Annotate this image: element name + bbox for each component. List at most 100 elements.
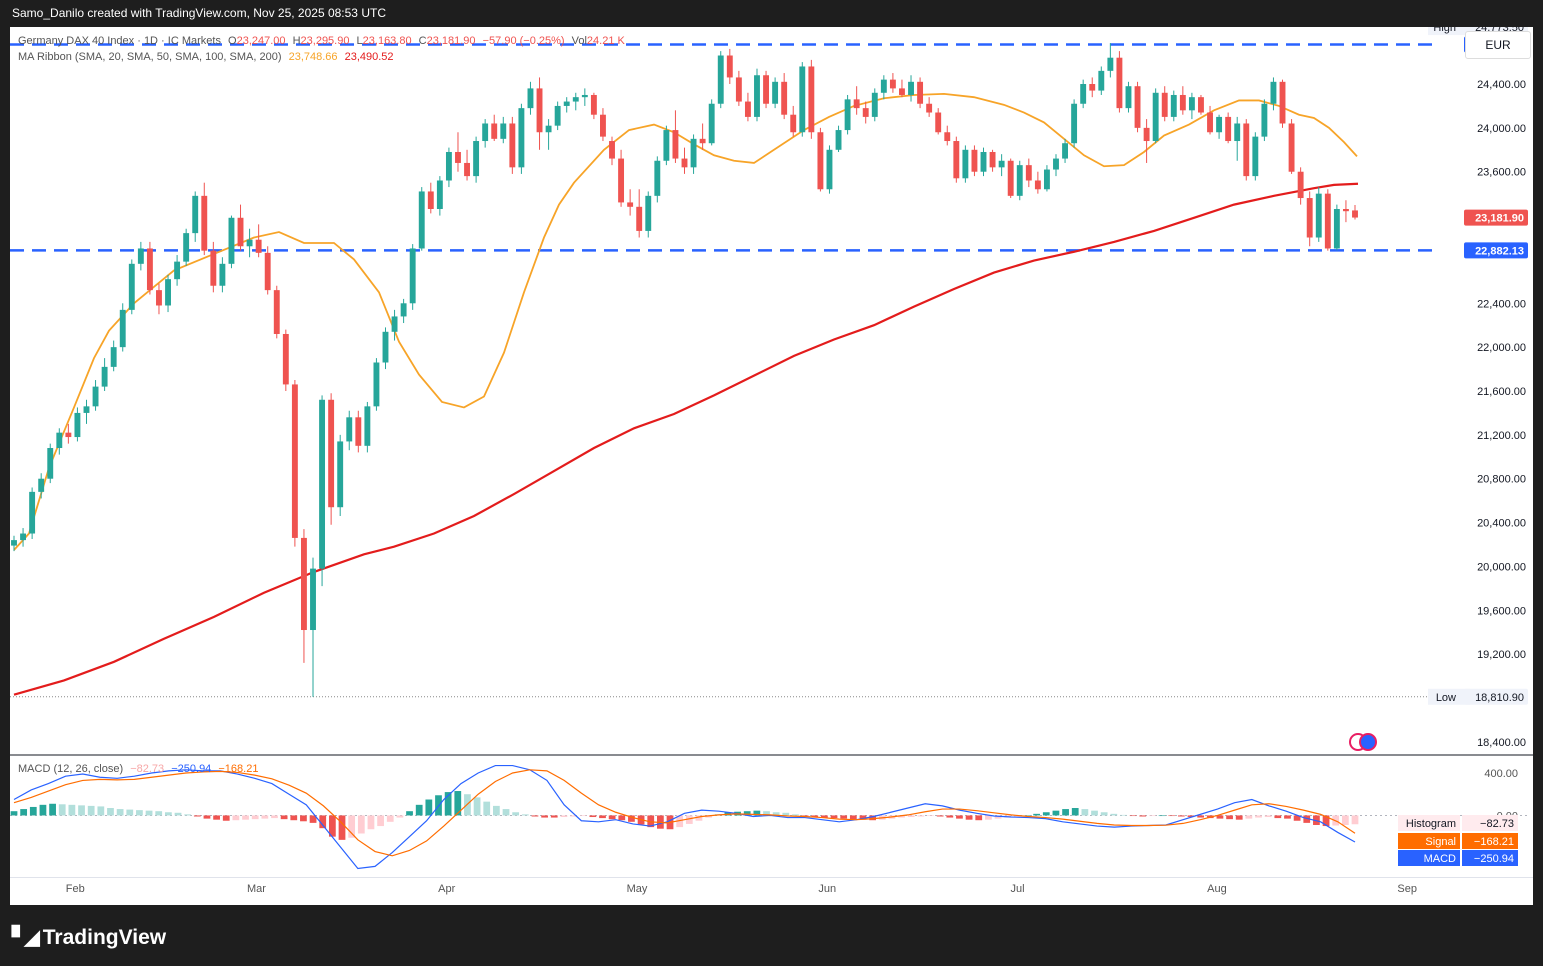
candle-body <box>1089 84 1096 91</box>
macd-histogram-bar <box>811 815 819 818</box>
candle-body <box>645 195 652 231</box>
candle-body <box>1098 70 1105 91</box>
candle-body <box>219 263 226 286</box>
candle-body <box>455 151 461 163</box>
candle-body <box>518 108 525 168</box>
candle-body <box>400 303 407 317</box>
candle-body <box>1324 193 1331 249</box>
candle-body <box>192 195 199 234</box>
symbol-title: Germany DAX 40 Index · 1D · IC Markets <box>18 35 221 47</box>
candle-body <box>128 263 135 310</box>
macd-histogram-bar <box>49 803 56 816</box>
macd-histogram-bar <box>473 797 481 816</box>
candle-body <box>1270 81 1277 104</box>
candle-body <box>953 141 960 179</box>
macd-histogram-bar <box>1226 815 1233 820</box>
candle-body <box>255 239 262 253</box>
y-axis-tick-label: 21,600.00 <box>1477 386 1526 398</box>
price-chart[interactable]: 24,400.00 24,000.00 23,600.00 22,400.00 22,0… <box>10 27 1533 905</box>
macd-histogram-bar <box>367 815 375 830</box>
macd-histogram-bar <box>830 815 838 819</box>
candle-body <box>1352 210 1358 218</box>
candle-body <box>899 88 905 95</box>
candle-body <box>726 55 733 78</box>
candle-body <box>1243 123 1250 177</box>
candle-body <box>74 412 81 438</box>
candle-body <box>1297 171 1304 199</box>
candle-body <box>636 206 643 231</box>
macd-histogram-bar <box>1120 814 1127 816</box>
tradingview-logo: ▘◢ TradingView <box>12 925 166 950</box>
candle-body <box>1315 193 1322 238</box>
macd-histogram-bar <box>1023 815 1031 817</box>
histogram-tag-value-bg <box>1462 815 1518 831</box>
candle-body <box>373 362 380 407</box>
macd-histogram-bar <box>1033 813 1041 816</box>
y-axis-tick-label: 19,200.00 <box>1477 649 1526 661</box>
candle-body <box>1261 103 1268 137</box>
macd-histogram-bar <box>425 799 433 816</box>
candle-body <box>853 99 860 109</box>
candle-body <box>1306 198 1313 238</box>
macd-histogram-bar <box>319 815 327 829</box>
candle-body <box>708 103 715 144</box>
macd-histogram-bar <box>512 812 520 816</box>
candle-body <box>1207 112 1213 133</box>
x-axis-month-label: Sep <box>1397 883 1417 895</box>
candle-body <box>328 399 335 508</box>
macd-histogram-bar <box>483 801 491 816</box>
low-label: L <box>356 35 363 47</box>
macd-histogram-bar <box>927 815 934 817</box>
candle-body <box>273 290 280 334</box>
ma-ribbon-label: MA Ribbon (SMA, 20, SMA, 50, SMA, 100, S… <box>18 51 282 63</box>
candle-body <box>491 123 498 139</box>
histogram-tag-label-bg <box>1398 815 1460 831</box>
candle-body <box>291 384 298 538</box>
candle-body <box>29 491 36 534</box>
macd-histogram-bar <box>570 815 577 817</box>
macd-histogram-bar <box>1322 815 1330 827</box>
event-icon <box>1359 733 1377 751</box>
candle-body <box>436 180 443 209</box>
macd-histogram-bar <box>415 804 423 816</box>
macd-histogram-bar <box>1177 815 1185 817</box>
macd-histogram-bar <box>917 815 925 817</box>
y-axis-tick-label: 20,800.00 <box>1477 474 1526 486</box>
candle-body <box>1025 165 1032 181</box>
candle-body <box>500 123 507 139</box>
candle-body <box>337 441 344 508</box>
candle-body <box>1161 92 1168 117</box>
candle-body <box>772 81 779 104</box>
chart-panel[interactable]: 24,400.00 24,000.00 23,600.00 22,400.00 22,0… <box>10 27 1533 905</box>
macd-histogram-bar <box>801 815 809 817</box>
candle-body <box>1216 116 1223 133</box>
macd-histogram-bar <box>705 815 712 818</box>
candle-body <box>545 125 552 133</box>
candle-body <box>944 132 951 142</box>
high-label: H <box>292 35 301 47</box>
macd-histogram-bar <box>338 815 346 840</box>
macd-histogram-bar <box>377 815 384 827</box>
high-marker-label-bg <box>1428 27 1470 36</box>
high-marker-label: High <box>1433 27 1456 34</box>
signal-tag-label: Signal <box>1425 836 1456 848</box>
macd-tag-label-bg <box>1398 850 1460 866</box>
candle-body <box>47 448 54 479</box>
macd-histogram-bar <box>39 804 47 816</box>
macd-histogram-bar <box>521 814 529 816</box>
high-marker-value: 24,773.50 <box>1475 27 1524 34</box>
candle-body <box>391 316 398 332</box>
candle-body <box>654 160 661 196</box>
candle-body <box>1043 169 1050 190</box>
macd-histogram-bar <box>676 815 684 828</box>
macd-histogram-bar <box>1284 815 1291 819</box>
candle-body <box>1071 103 1078 144</box>
macd-histogram-bar <box>155 811 163 816</box>
macd-tag-value-bg <box>1462 850 1518 866</box>
candle-body <box>935 112 942 133</box>
sma200-line <box>13 182 1359 696</box>
symbol-legend: Germany DAX 40 Index · 1D · IC Markets O… <box>18 35 625 47</box>
currency-button[interactable]: EUR <box>1465 31 1531 59</box>
candle-body <box>228 217 235 264</box>
candle-body <box>980 151 987 172</box>
